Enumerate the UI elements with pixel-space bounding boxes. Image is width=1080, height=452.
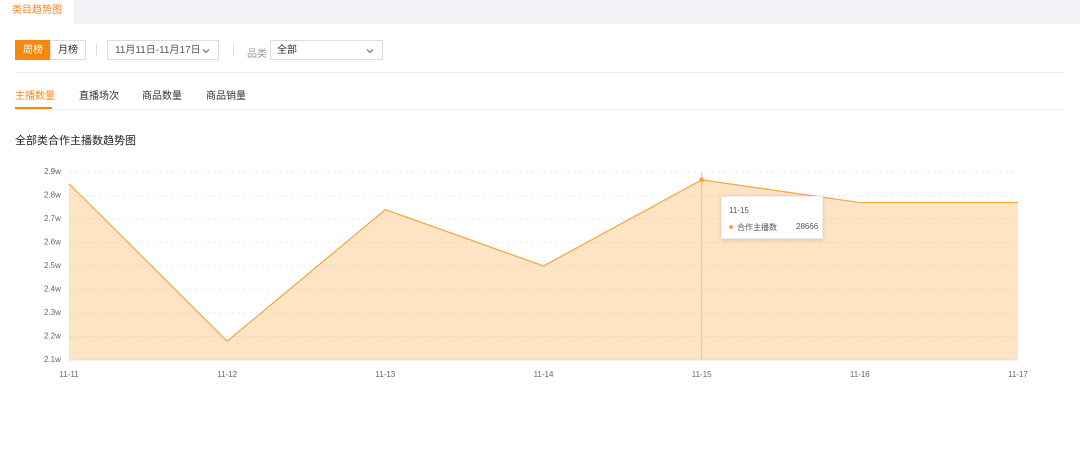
divider	[15, 109, 1065, 110]
point	[699, 177, 705, 183]
line	[68, 179, 1018, 343]
period-button[interactable]: 月榜	[50, 40, 86, 60]
y-tick-label: 2.8w	[44, 191, 61, 200]
y-tick-label: 2.5w	[44, 261, 61, 270]
category-text: 全部	[277, 45, 297, 56]
metric-tab[interactable]: 商品数量	[142, 91, 182, 102]
tooltip-title: 11-15	[729, 206, 749, 215]
x-tick-label: 11-15	[692, 370, 712, 379]
chevron	[366, 49, 374, 54]
tooltip-series: 合作主播数	[737, 223, 777, 232]
divider	[15, 72, 1065, 73]
separator	[96, 44, 97, 56]
tooltip: 11-15 合作主播数 28666	[721, 196, 823, 239]
y-tick-label: 2.9w	[44, 167, 61, 176]
y-tick-label: 2.3w	[44, 308, 61, 317]
y-tick-label: 2.6w	[44, 238, 61, 247]
x-tick-label: 11-17	[1008, 370, 1028, 379]
metric-tab[interactable]: 商品销量	[206, 91, 246, 102]
chart-title: 全部类合作主播数趋势图	[15, 135, 136, 147]
x-tick-label: 11-13	[375, 370, 395, 379]
metric-tab[interactable]: 直播场次	[79, 91, 119, 102]
y-tick-label: 2.1w	[44, 355, 61, 364]
x-tick-label: 11-11	[59, 370, 79, 379]
metric-tab[interactable]: 主播数量	[15, 91, 55, 102]
category-select[interactable]: 全部	[270, 40, 383, 60]
tooltip-value: 28666	[796, 222, 819, 231]
date-select[interactable]: 11月11日-11月17日	[107, 40, 219, 60]
tab[interactable]: 类目趋势图	[0, 0, 74, 24]
separator	[233, 44, 234, 56]
filter-label: 品类	[247, 49, 267, 60]
x-tick-label: 11-14	[534, 370, 554, 379]
tab-bar	[0, 0, 1080, 24]
y-tick-label: 2.2w	[44, 332, 61, 341]
chevron	[202, 49, 210, 54]
tooltip-dot	[729, 225, 733, 229]
y-tick-label: 2.4w	[44, 285, 61, 294]
area	[69, 179, 1018, 360]
x-tick-label: 11-12	[217, 370, 237, 379]
y-tick-label: 2.7w	[44, 214, 61, 223]
x-tick-label: 11-16	[850, 370, 870, 379]
tab-underline	[15, 107, 52, 109]
date-text: 11月11日-11月17日	[115, 45, 201, 56]
